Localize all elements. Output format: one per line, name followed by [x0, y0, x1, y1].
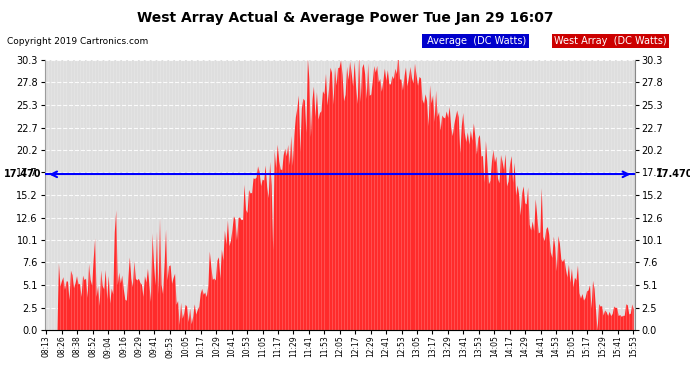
Text: West Array  (DC Watts): West Array (DC Watts) [554, 36, 667, 46]
Text: 17.470: 17.470 [4, 170, 42, 179]
Text: Average  (DC Watts): Average (DC Watts) [424, 36, 526, 46]
Text: West Array Actual & Average Power Tue Jan 29 16:07: West Array Actual & Average Power Tue Ja… [137, 11, 553, 25]
Text: Copyright 2019 Cartronics.com: Copyright 2019 Cartronics.com [7, 38, 148, 46]
Text: 17.470: 17.470 [656, 170, 690, 179]
